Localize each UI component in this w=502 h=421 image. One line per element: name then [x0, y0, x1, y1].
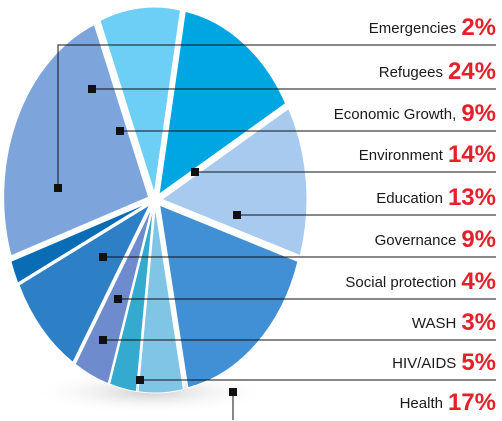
label-marker [99, 336, 107, 344]
label-marker [233, 211, 241, 219]
label-marker [191, 168, 199, 176]
legend-label: Environment [359, 147, 444, 164]
value-label: 4% [461, 268, 496, 295]
value-label: 13% [448, 184, 496, 211]
pie-slice [18, 203, 151, 364]
label-marker [54, 184, 62, 192]
label-marker [114, 295, 122, 303]
value-label: 24% [448, 58, 496, 85]
pie-slice [99, 6, 182, 194]
label-marker [99, 253, 107, 261]
pie-slice [10, 202, 149, 284]
value-label: 2% [461, 14, 496, 41]
pie-slice [159, 204, 299, 389]
pie-slice [158, 10, 287, 196]
value-label: 5% [461, 349, 496, 376]
leader-line [57, 44, 496, 188]
value-label: 9% [461, 100, 496, 127]
legend-label: Emergencies [369, 20, 457, 37]
legend-label: HIV/AIDS [392, 355, 456, 372]
legend-label: Governance [375, 232, 457, 249]
label-marker [136, 376, 144, 384]
pie-slice [3, 23, 150, 257]
legend-label: Economic Growth, [334, 106, 457, 123]
value-label: 3% [461, 309, 496, 336]
value-label: 9% [461, 226, 496, 253]
pie-slice [160, 107, 308, 257]
value-label: 14% [448, 141, 496, 168]
legend-label: Social protection [345, 274, 456, 291]
label-marker [88, 85, 96, 93]
pie [3, 6, 308, 394]
label-marker [116, 127, 124, 135]
legend-label: Health [400, 395, 443, 412]
value-label: 17% [448, 389, 496, 416]
legend-label: Refugees [379, 64, 443, 81]
legend-label: Education [376, 190, 443, 207]
label-marker [229, 388, 237, 396]
pie-slice [137, 206, 184, 394]
pie-slice [74, 206, 153, 385]
legend-label: WASH [412, 315, 456, 332]
